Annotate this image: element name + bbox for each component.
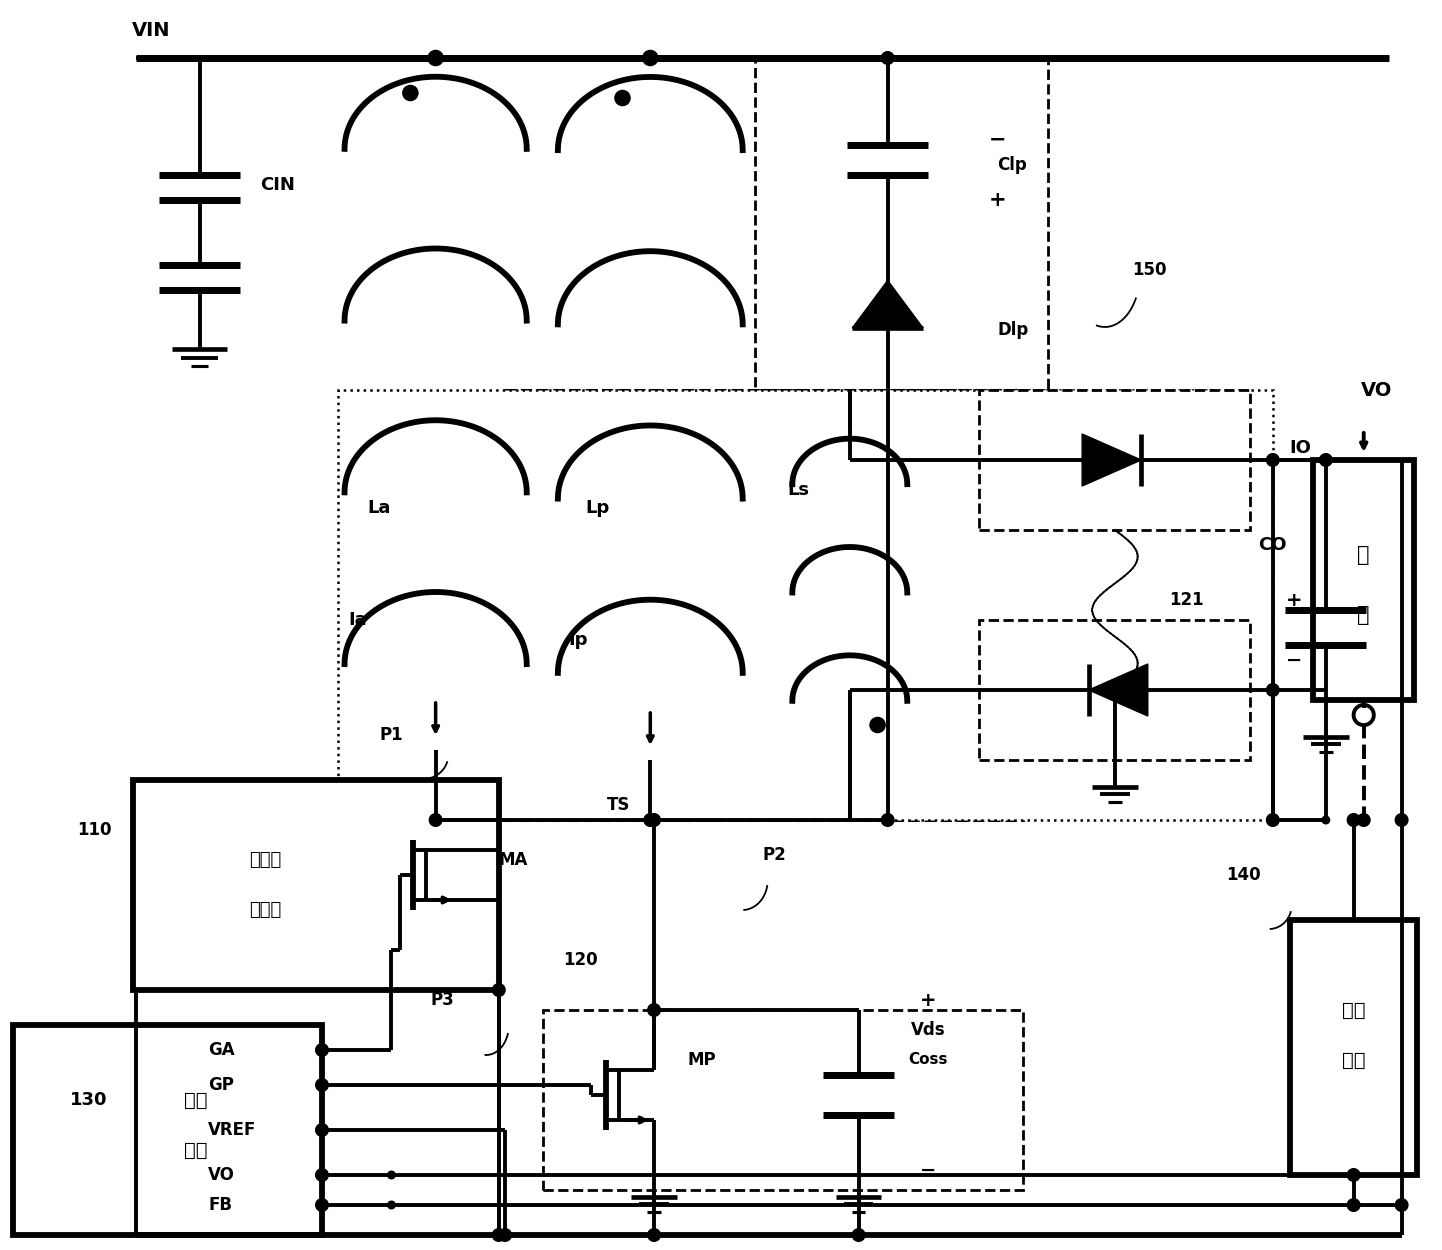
Text: Vds: Vds bbox=[911, 1021, 946, 1039]
Circle shape bbox=[493, 984, 505, 996]
Text: GP: GP bbox=[208, 1076, 234, 1094]
Text: IO: IO bbox=[1289, 439, 1312, 458]
Circle shape bbox=[647, 1004, 660, 1016]
Text: 反馈: 反馈 bbox=[1343, 1000, 1366, 1020]
Text: +: + bbox=[920, 990, 936, 1010]
Circle shape bbox=[316, 1124, 329, 1136]
Text: 140: 140 bbox=[1227, 866, 1262, 884]
Text: −: − bbox=[989, 130, 1007, 150]
Bar bbox=[756, 58, 1048, 390]
Circle shape bbox=[316, 1169, 329, 1181]
Circle shape bbox=[1266, 814, 1279, 826]
Text: 模块: 模块 bbox=[1343, 1050, 1366, 1070]
Circle shape bbox=[1347, 1169, 1360, 1181]
Circle shape bbox=[430, 814, 441, 826]
Text: VIN: VIN bbox=[133, 20, 170, 40]
Text: 载: 载 bbox=[1357, 605, 1370, 625]
Circle shape bbox=[388, 1171, 395, 1179]
Text: GA: GA bbox=[208, 1041, 235, 1059]
Circle shape bbox=[1266, 684, 1279, 696]
Polygon shape bbox=[1082, 434, 1141, 486]
Text: Dlp: Dlp bbox=[998, 321, 1028, 339]
Text: 120: 120 bbox=[564, 951, 598, 969]
Text: TS: TS bbox=[607, 796, 630, 814]
Text: FB: FB bbox=[208, 1196, 232, 1214]
Circle shape bbox=[1354, 705, 1374, 725]
Text: Lp: Lp bbox=[585, 499, 610, 518]
Circle shape bbox=[852, 1229, 865, 1241]
Circle shape bbox=[499, 1229, 512, 1241]
Circle shape bbox=[428, 50, 443, 65]
Polygon shape bbox=[852, 280, 923, 328]
Circle shape bbox=[881, 51, 894, 64]
Text: 110: 110 bbox=[78, 821, 112, 839]
Text: VREF: VREF bbox=[208, 1121, 257, 1139]
Circle shape bbox=[870, 718, 885, 732]
Circle shape bbox=[402, 85, 418, 100]
Text: −: − bbox=[920, 1160, 936, 1180]
Bar bbox=[503, 390, 1022, 820]
Bar bbox=[979, 390, 1250, 530]
Circle shape bbox=[316, 1079, 329, 1091]
Text: 制模块: 制模块 bbox=[249, 901, 281, 919]
Polygon shape bbox=[1089, 664, 1148, 716]
Text: Ia: Ia bbox=[348, 611, 366, 629]
Text: VO: VO bbox=[208, 1166, 235, 1184]
Circle shape bbox=[1319, 454, 1332, 466]
Text: Coss: Coss bbox=[908, 1052, 947, 1068]
Text: 121: 121 bbox=[1169, 591, 1204, 609]
Bar bbox=[339, 390, 1273, 820]
Circle shape bbox=[643, 50, 658, 65]
Text: 150: 150 bbox=[1132, 261, 1167, 279]
Circle shape bbox=[316, 1044, 329, 1056]
Circle shape bbox=[881, 814, 894, 826]
Circle shape bbox=[1266, 454, 1279, 466]
Bar bbox=[979, 620, 1250, 760]
Circle shape bbox=[645, 814, 656, 826]
Text: CIN: CIN bbox=[261, 176, 296, 194]
Circle shape bbox=[1357, 814, 1370, 826]
Text: +: + bbox=[1286, 590, 1302, 610]
Text: MA: MA bbox=[499, 851, 528, 869]
Text: VO: VO bbox=[1361, 380, 1392, 400]
Text: P1: P1 bbox=[379, 726, 404, 744]
Circle shape bbox=[1347, 1199, 1360, 1211]
Text: MP: MP bbox=[688, 1051, 717, 1069]
Circle shape bbox=[647, 814, 660, 826]
Text: −: − bbox=[1286, 650, 1302, 670]
Text: P2: P2 bbox=[763, 846, 786, 864]
Circle shape bbox=[1396, 1199, 1407, 1211]
Circle shape bbox=[647, 1229, 660, 1241]
Text: 控制: 控制 bbox=[185, 1090, 208, 1110]
Bar bbox=[544, 1010, 1022, 1190]
Bar bbox=[13, 1025, 322, 1235]
Text: 130: 130 bbox=[69, 1091, 107, 1109]
Circle shape bbox=[614, 90, 630, 105]
Text: La: La bbox=[368, 499, 391, 518]
Circle shape bbox=[493, 1229, 505, 1241]
Text: 辅助控: 辅助控 bbox=[249, 851, 281, 869]
Circle shape bbox=[388, 1201, 395, 1209]
Circle shape bbox=[1322, 816, 1330, 824]
Text: +: + bbox=[989, 190, 1007, 210]
Text: 负: 负 bbox=[1357, 545, 1370, 565]
Bar bbox=[1291, 920, 1416, 1175]
Text: P3: P3 bbox=[430, 991, 454, 1009]
Text: 模块: 模块 bbox=[185, 1140, 208, 1160]
Text: Ls: Ls bbox=[787, 481, 809, 499]
Circle shape bbox=[1347, 814, 1360, 826]
Text: Clp: Clp bbox=[998, 156, 1027, 174]
Circle shape bbox=[1396, 814, 1407, 826]
Bar bbox=[1314, 460, 1415, 700]
Text: CO: CO bbox=[1259, 536, 1288, 554]
Text: Ip: Ip bbox=[568, 631, 588, 649]
Bar bbox=[133, 780, 499, 990]
Circle shape bbox=[316, 1199, 329, 1211]
